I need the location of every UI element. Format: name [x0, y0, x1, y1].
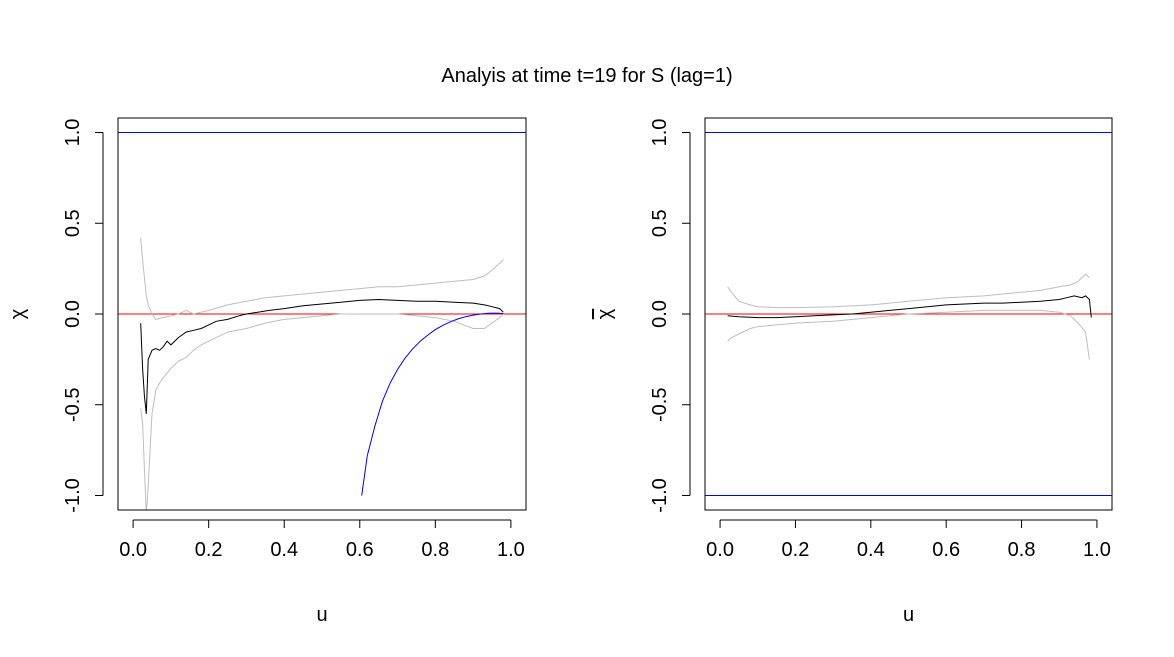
- chi-x-tick-label: 0.0: [119, 539, 147, 561]
- figure-title: Analyis at time t=19 for S (lag=1): [441, 65, 732, 87]
- chi-x-tick-label: 1.0: [497, 539, 525, 561]
- chi-y-axis-label: χ: [7, 308, 29, 319]
- chibar-plot-frame: [704, 117, 1113, 511]
- chi-series-lower-bound: [361, 312, 504, 496]
- chibar-x-tick-label: 0.8: [1008, 539, 1036, 561]
- chibar-x-tick-label: 0.2: [782, 539, 810, 561]
- chibar-y-tick-label: 1.0: [649, 119, 671, 147]
- chi-y-tick-label: -1.0: [62, 478, 84, 512]
- chibar-y-tick-label: 0.5: [649, 209, 671, 237]
- chibar-x-tick-label: 0.0: [706, 539, 734, 561]
- chibar-x-axis-label: u: [903, 604, 914, 626]
- chibar-y-axis: -1.0 -0.5 0.0 0.5 1.0 χ: [594, 119, 691, 513]
- chi-panel: 0.0 0.2 0.4 0.6 0.8 1.0 u -1.0 -0.5 0.0 0.5 1.0 χ: [7, 117, 527, 626]
- chibar-y-tick-label: -0.5: [649, 388, 671, 422]
- chi-series-estimate: [140, 298, 504, 414]
- chibar-x-tick-label: 1.0: [1083, 539, 1111, 561]
- chi-y-tick-label: -0.5: [62, 388, 84, 422]
- chibar-series-upper-ci: [727, 273, 1090, 309]
- chi-x-tick-label: 0.8: [421, 539, 449, 561]
- chi-y-tick-label: 0.0: [62, 300, 84, 328]
- chibar-x-axis: 0.0 0.2 0.4 0.6 0.8 1.0 u: [706, 519, 1111, 626]
- chi-y-tick-label: 1.0: [62, 119, 84, 147]
- chi-x-tick-label: 0.4: [270, 539, 298, 561]
- chibar-panel: 0.0 0.2 0.4 0.6 0.8 1.0 u -1.0 -0.5 0.0 0.5 1.0 χ: [594, 117, 1113, 626]
- chibar-series-estimate: [727, 295, 1092, 319]
- chibar-x-tick-label: 0.4: [857, 539, 885, 561]
- chibar-x-tick-label: 0.6: [932, 539, 960, 561]
- chibar-y-tick-label: 0.0: [649, 300, 671, 328]
- chi-series-lower-ci: [140, 313, 504, 510]
- chi-x-axis: 0.0 0.2 0.4 0.6 0.8 1.0 u: [119, 519, 525, 626]
- chi-y-axis: -1.0 -0.5 0.0 0.5 1.0 χ: [7, 119, 104, 513]
- chi-plot-area: [118, 132, 526, 510]
- chi-series-upper-ci: [140, 237, 504, 320]
- chi-x-tick-label: 0.2: [195, 539, 223, 561]
- chibar-y-tick-label: -1.0: [649, 478, 671, 512]
- chi-x-tick-label: 0.6: [346, 539, 374, 561]
- chi-y-tick-label: 0.5: [62, 209, 84, 237]
- chi-plot-frame: [117, 117, 527, 511]
- chi-x-axis-label: u: [316, 604, 327, 626]
- chibar-series-lower-ci: [727, 309, 1090, 360]
- chibar-plot-area: [705, 132, 1112, 496]
- chibar-y-axis-label: χ: [594, 308, 616, 319]
